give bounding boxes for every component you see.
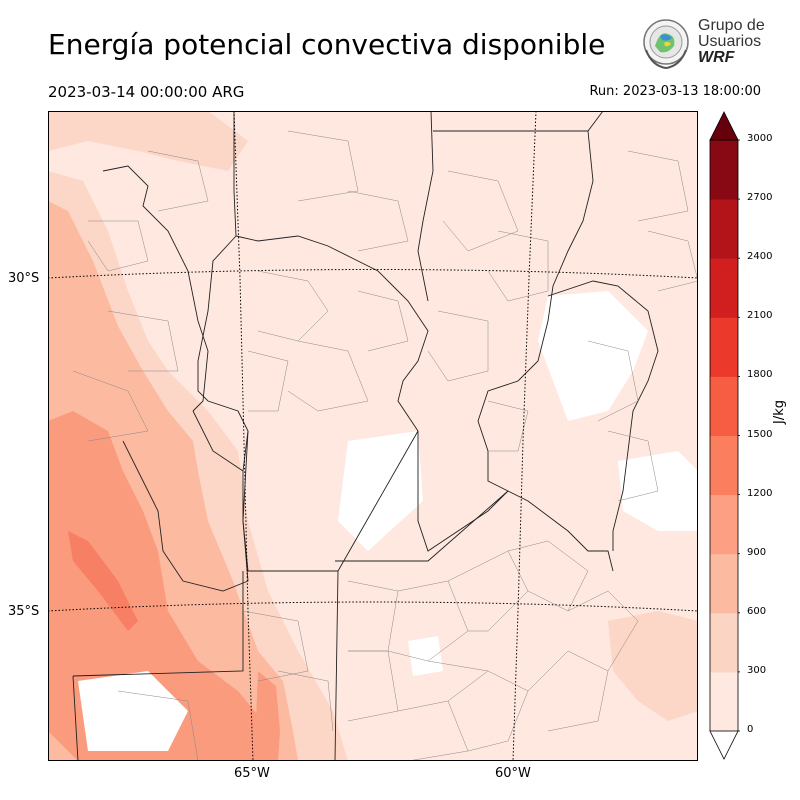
colorbar-segment xyxy=(710,258,738,318)
graticule xyxy=(48,111,698,761)
parallel-30s xyxy=(48,269,698,279)
colorbar-tick-label: 2100 xyxy=(747,310,773,322)
colorbar-segment xyxy=(710,435,738,496)
cape-area-level1-east xyxy=(608,611,698,721)
logo-line-1: Grupo de xyxy=(698,17,765,34)
colorbar-segment xyxy=(710,671,738,732)
title: Energía potencial convectiva disponible xyxy=(48,28,606,61)
colorbar-segment xyxy=(710,199,738,259)
logo-line-2: Usuarios xyxy=(698,33,762,50)
logo-line-3: WRF xyxy=(698,49,735,66)
colorbar-tick-label: 900 xyxy=(747,546,767,558)
colorbar-tick-label: 600 xyxy=(747,605,767,617)
valid-time: 2023-03-14 00:00:00 ARG xyxy=(48,83,245,101)
logo-emblem-icon xyxy=(643,19,689,70)
colorbar-tick-label: 2400 xyxy=(747,251,773,263)
cape-blank-patch xyxy=(408,636,443,676)
logo: Grupo de Usuarios WRF xyxy=(638,16,768,72)
colorbar-tick-label: 2700 xyxy=(747,192,773,204)
colorbar-tick-label: 300 xyxy=(747,664,767,676)
colorbar-segment xyxy=(710,612,738,673)
cape-blank-patch xyxy=(78,671,188,751)
colorbar-tick-label: 0 xyxy=(747,724,754,735)
colorbar-segment xyxy=(710,376,738,436)
lat-label-35s: 35°S xyxy=(8,604,40,619)
colorbar-tick-label: 1500 xyxy=(747,428,773,440)
cape-area-level3-strip xyxy=(256,671,280,761)
map-frame xyxy=(48,111,698,761)
lat-label-30s: 30°S xyxy=(8,271,40,286)
lon-label-60w: 60°W xyxy=(495,766,531,781)
cape-area-level4 xyxy=(68,531,138,631)
cape-area-level3 xyxy=(48,411,270,761)
meridian-60w xyxy=(512,111,537,761)
meridian-65w xyxy=(233,111,254,761)
colorbar-segment xyxy=(710,553,738,614)
colorbar-unit: J/kg xyxy=(772,400,787,424)
colorbar-tick-label: 1800 xyxy=(747,369,773,381)
colorbar-segment xyxy=(710,140,738,200)
cape-blank-patch xyxy=(338,431,423,551)
colorbar-tick-label: 3000 xyxy=(747,133,773,144)
department-borders xyxy=(72,130,698,761)
parallel-35s xyxy=(48,601,698,612)
cape-blank-patch xyxy=(538,291,648,421)
colorbar xyxy=(709,111,740,760)
colorbar-segment xyxy=(710,494,738,555)
colorbar-segment xyxy=(710,317,738,377)
lon-label-65w: 65°W xyxy=(234,766,270,781)
cape-area-level1-north xyxy=(48,111,248,171)
colorbar-upper-extend xyxy=(709,111,739,141)
colorbar-lower-extend xyxy=(709,730,739,760)
colorbar-tick-label: 1200 xyxy=(747,487,773,499)
run-time: Run: 2023-03-13 18:00:00 xyxy=(589,84,761,99)
cape-map xyxy=(48,111,698,761)
logo-text: Grupo de Usuarios WRF xyxy=(698,18,765,66)
